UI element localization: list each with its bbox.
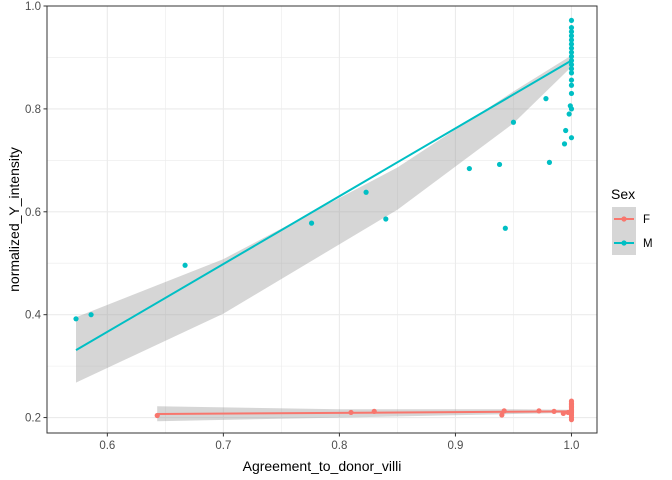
x-tick-label: 1.0 — [563, 440, 579, 452]
data-point-M — [568, 77, 575, 83]
fit-line-M — [75, 59, 572, 352]
data-point-M — [568, 66, 575, 72]
confidence-bands — [76, 55, 572, 422]
legend-key-point — [621, 216, 627, 222]
data-point-M — [88, 312, 94, 318]
data-point-M — [568, 70, 575, 76]
panel-border — [46, 5, 598, 434]
data-point-F — [560, 410, 566, 417]
data-point-F — [568, 398, 575, 404]
x-tick-label: 0.8 — [331, 440, 347, 452]
data-point-F — [154, 412, 160, 419]
data-point-F — [499, 412, 505, 418]
data-point-M — [568, 82, 575, 88]
data-point-M — [568, 45, 575, 51]
data-point-M — [568, 29, 575, 35]
data-point-M — [466, 165, 472, 172]
data-point-M — [561, 141, 568, 147]
data-point-F — [551, 408, 557, 414]
data-point-M — [568, 49, 575, 55]
legend-label-M: M — [643, 238, 653, 250]
legend-title: Sex — [611, 186, 635, 202]
x-axis-title: Agreement_to_donor_villi — [243, 458, 402, 474]
data-point-M — [568, 90, 575, 97]
data-point-F — [536, 408, 542, 414]
y-tick-label: 0.2 — [25, 413, 41, 425]
data-point-M — [566, 111, 572, 117]
x-axis: 0.6 0.7 0.8 0.9 1.0 — [99, 433, 579, 452]
legend-key-M — [612, 231, 636, 255]
data-point-M — [568, 41, 575, 47]
data-point-M — [568, 57, 575, 64]
data-point-M — [510, 119, 517, 125]
legend-label-F: F — [643, 214, 650, 226]
y-axis: 0.2 0.4 0.6 0.8 1.0 — [25, 1, 47, 425]
panel-grid — [47, 5, 597, 433]
data-point-M — [546, 159, 553, 165]
data-point-M — [182, 262, 188, 268]
y-axis-title: normalized_Y_intensity — [6, 147, 22, 292]
data-point-M — [568, 106, 575, 112]
data-point-M — [568, 25, 575, 31]
data-point-M — [563, 127, 569, 134]
data-point-M — [363, 189, 369, 195]
data-points — [73, 17, 575, 423]
data-point-F — [348, 409, 354, 416]
legend: Sex FM — [611, 186, 653, 255]
y-tick-label: 0.8 — [25, 104, 41, 116]
data-point-M — [496, 161, 503, 168]
x-tick-label: 0.6 — [99, 440, 115, 452]
data-point-M — [568, 53, 575, 60]
y-tick-label: 1.0 — [25, 1, 41, 13]
x-tick-label: 0.7 — [215, 440, 231, 452]
data-point-M — [568, 17, 575, 24]
x-tick-label: 0.9 — [447, 440, 463, 452]
data-point-M — [73, 316, 79, 322]
y-tick-label: 0.6 — [25, 207, 41, 219]
data-point-M — [568, 37, 575, 43]
data-point-M — [383, 216, 389, 222]
data-point-M — [568, 33, 575, 39]
data-point-F — [371, 408, 377, 414]
legend-key-F — [612, 207, 636, 231]
data-point-F — [501, 408, 507, 414]
y-tick-label: 0.4 — [25, 310, 42, 322]
data-point-M — [568, 62, 575, 68]
data-point-M — [308, 220, 315, 226]
data-point-M — [502, 225, 508, 231]
panel-background — [47, 6, 597, 433]
legend-key-point — [621, 240, 627, 246]
data-point-M — [568, 135, 575, 141]
confidence-band-F — [157, 406, 572, 422]
data-point-M — [543, 96, 549, 102]
confidence-band-M — [76, 55, 572, 383]
